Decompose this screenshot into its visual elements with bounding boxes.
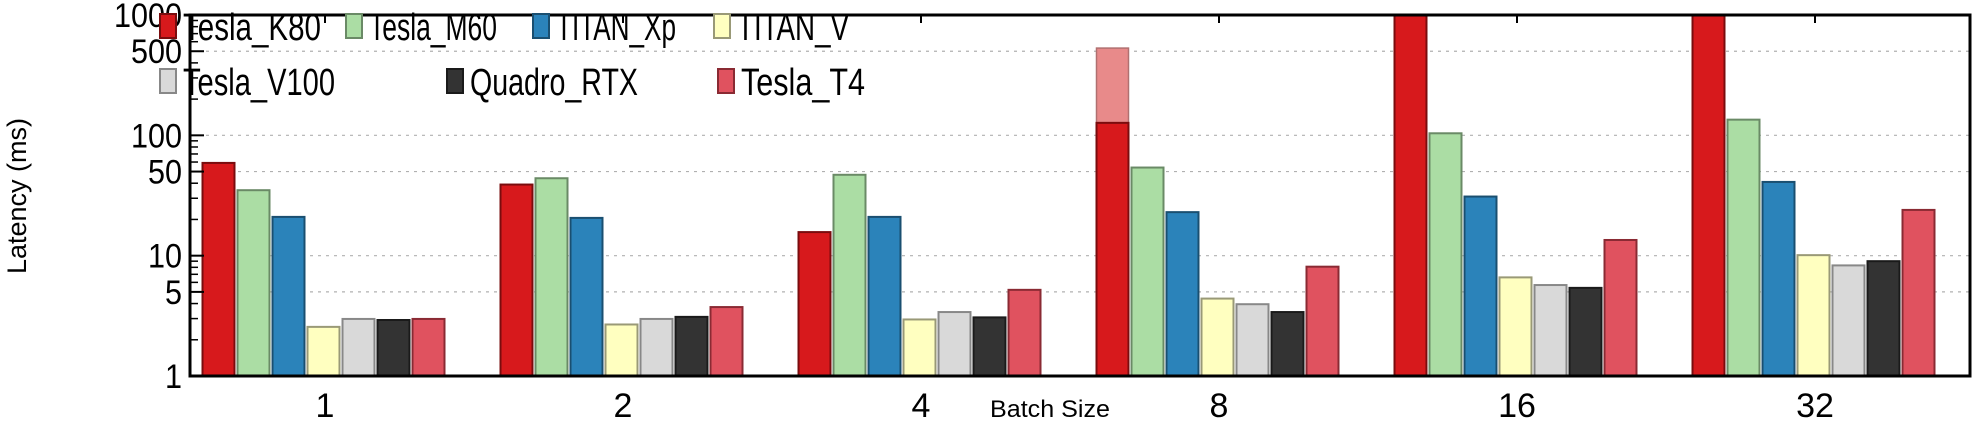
legend-label: Tesla_M60 xyxy=(369,7,497,49)
bar-tesla-k80-batch-1 xyxy=(201,161,236,377)
legend-item-quadro-rtx: Quadro_RTX xyxy=(446,62,638,104)
legend-item-titan-xp: TITAN_Xp xyxy=(532,7,676,49)
bar-titan-xp-batch-8 xyxy=(1165,211,1200,377)
x-tick-label: 1 xyxy=(316,387,335,425)
legend-swatch xyxy=(446,68,464,94)
bar-tesla-v100-batch-1 xyxy=(341,317,376,377)
bar-titan-xp-batch-16 xyxy=(1463,195,1498,377)
bar-tesla-t4-batch-2 xyxy=(709,306,744,377)
legend-label: Quadro_RTX xyxy=(470,62,638,104)
bar-overlay-tesla-k80-batch-8 xyxy=(1095,47,1130,124)
bar-titan-v-batch-4 xyxy=(902,318,937,377)
bar-quadro-rtx-batch-4 xyxy=(972,316,1007,377)
bar-tesla-k80-batch-8 xyxy=(1095,121,1130,377)
bar-tesla-t4-batch-4 xyxy=(1007,288,1042,378)
bar-tesla-v100-batch-2 xyxy=(639,317,674,377)
y-tick-label: 500 xyxy=(131,33,182,71)
legend-item-titan-v: TITAN_V xyxy=(713,7,849,49)
bar-titan-v-batch-1 xyxy=(306,325,341,377)
bar-tesla-v100-batch-4 xyxy=(937,311,972,378)
bar-titan-v-batch-32 xyxy=(1796,254,1831,378)
bar-tesla-k80-batch-4 xyxy=(797,231,832,377)
bar-titan-v-batch-16 xyxy=(1498,276,1533,378)
bar-tesla-k80-batch-32 xyxy=(1691,14,1726,377)
bar-tesla-v100-batch-8 xyxy=(1235,303,1270,377)
x-axis-label: Batch Size xyxy=(990,396,1110,423)
x-axis: 1 2 4 8 16 32 xyxy=(316,15,1834,425)
legend-swatch xyxy=(532,13,550,39)
legend-label: Tesla_T4 xyxy=(741,62,865,104)
bar-titan-xp-batch-32 xyxy=(1761,180,1796,377)
y-tick-label: 5 xyxy=(165,274,182,312)
legend-swatch xyxy=(713,13,731,39)
legend-swatch xyxy=(717,68,735,94)
legend-label: Tesla_V100 xyxy=(183,62,335,104)
legend-swatch xyxy=(159,68,177,94)
y-axis-label: Latency (ms) xyxy=(2,118,32,274)
legend-swatch xyxy=(159,13,177,39)
bar-titan-xp-batch-2 xyxy=(569,216,604,377)
bar-quadro-rtx-batch-32 xyxy=(1866,260,1901,377)
bar-quadro-rtx-batch-2 xyxy=(674,315,709,377)
bar-quadro-rtx-batch-1 xyxy=(376,318,411,377)
bar-quadro-rtx-batch-16 xyxy=(1568,286,1603,378)
bar-tesla-m60-batch-2 xyxy=(534,177,569,377)
bar-tesla-v100-batch-16 xyxy=(1533,284,1568,377)
x-tick-label: 8 xyxy=(1210,387,1229,425)
y-tick-label: 100 xyxy=(131,117,182,155)
x-tick-label: 32 xyxy=(1796,387,1834,425)
legend-label: Tesla_K80 xyxy=(183,7,321,49)
legend-swatch xyxy=(345,13,363,39)
bar-tesla-m60-batch-4 xyxy=(832,173,867,377)
bar-tesla-t4-batch-16 xyxy=(1603,238,1638,377)
plot-frame xyxy=(188,13,1972,378)
bar-titan-v-batch-2 xyxy=(604,323,639,377)
x-tick-label: 2 xyxy=(614,387,633,425)
bar-titan-v-batch-8 xyxy=(1200,297,1235,377)
bar-tesla-m60-batch-1 xyxy=(236,189,271,377)
bar-tesla-t4-batch-1 xyxy=(411,317,446,377)
y-tick-label: 1 xyxy=(165,358,182,396)
x-tick-label: 4 xyxy=(912,387,931,425)
bar-tesla-m60-batch-16 xyxy=(1428,132,1463,377)
bar-titan-xp-batch-1 xyxy=(271,215,306,377)
legend-item-tesla-v100: Tesla_V100 xyxy=(159,62,335,104)
bar-quadro-rtx-batch-8 xyxy=(1270,311,1305,378)
bar-tesla-k80-batch-2 xyxy=(499,183,534,377)
bar-tesla-v100-batch-32 xyxy=(1831,264,1866,377)
legend-label: TITAN_Xp xyxy=(556,7,676,49)
bar-tesla-t4-batch-32 xyxy=(1901,208,1936,377)
legend-item-tesla-m60: Tesla_M60 xyxy=(345,7,497,49)
legend-label: TITAN_V xyxy=(737,7,849,49)
legend-item-tesla-t4: Tesla_T4 xyxy=(717,62,865,104)
bar-tesla-m60-batch-32 xyxy=(1726,118,1761,377)
y-tick-label: 50 xyxy=(148,154,182,192)
bar-tesla-m60-batch-8 xyxy=(1130,166,1165,377)
bar-titan-xp-batch-4 xyxy=(867,215,902,377)
legend: Tesla_K80 Tesla_M60 TITAN_Xp TITAN_V Tesla_V… xyxy=(159,7,865,104)
bar-tesla-k80-batch-16 xyxy=(1393,14,1428,377)
x-tick-label: 16 xyxy=(1498,387,1536,425)
bar-tesla-t4-batch-8 xyxy=(1305,265,1340,377)
legend-item-tesla-k80: Tesla_K80 xyxy=(159,7,321,49)
y-tick-label: 10 xyxy=(148,238,182,276)
